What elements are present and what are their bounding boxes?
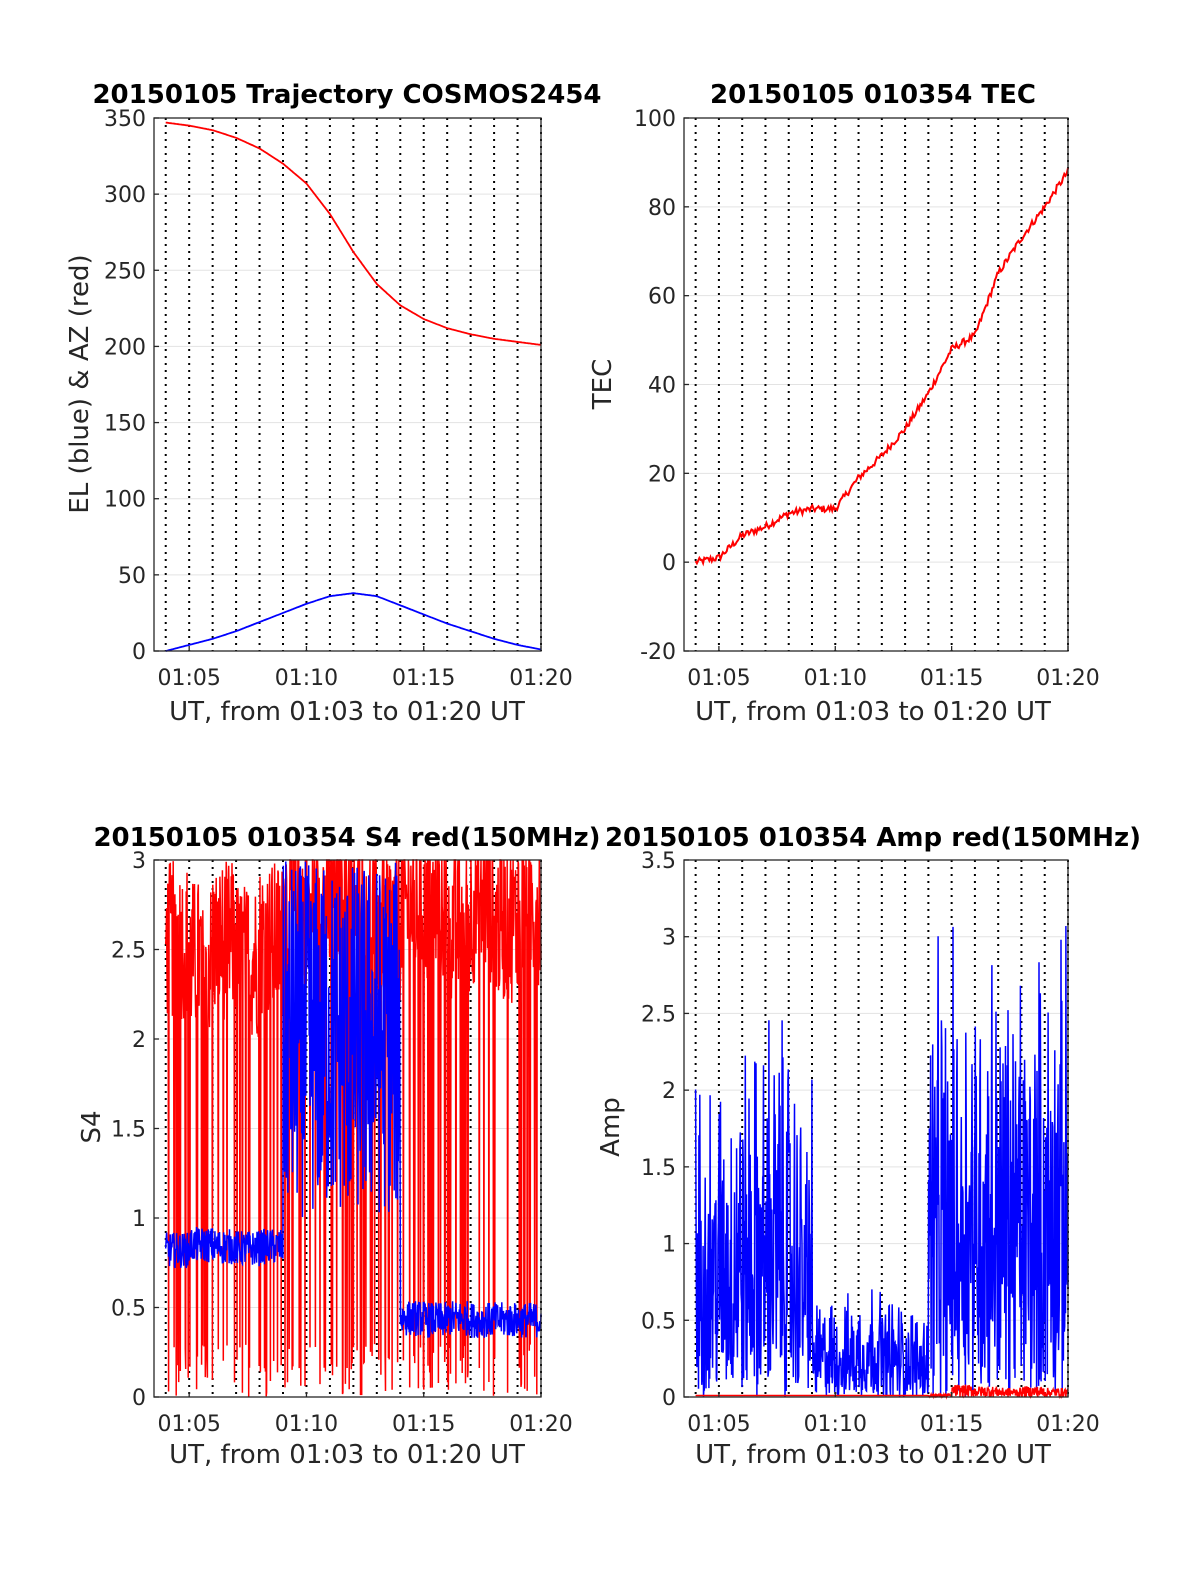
panel-amp: 20150105 010354 Amp red(150MHz) UT, from… [596, 823, 1141, 1470]
y-tick-label: 2.5 [111, 939, 146, 964]
y-tick-label: 300 [104, 183, 146, 208]
y-tick-label: 250 [104, 259, 146, 284]
y-axis-label: TEC [588, 359, 618, 410]
x-tick-label: 01:20 [509, 666, 572, 691]
y-tick-label: 200 [104, 335, 146, 360]
y-tick-label: 3.5 [641, 849, 676, 874]
y-axis-label: EL (blue) & AZ (red) [65, 254, 95, 513]
y-tick-label: 40 [648, 374, 676, 399]
y-tick-label: 0 [662, 551, 676, 576]
y-tick-label: 0 [132, 1386, 146, 1411]
y-tick-label: 0 [132, 640, 146, 665]
y-tick-label: 2 [662, 1079, 676, 1104]
y-tick-label: 20 [648, 462, 676, 487]
y-tick-label: 350 [104, 107, 146, 132]
x-tick-label: 01:15 [392, 666, 455, 691]
y-tick-label: 80 [648, 196, 676, 221]
x-tick-label: 01:05 [687, 1412, 750, 1437]
plot-area [154, 118, 541, 651]
x-tick-label: 01:15 [392, 1412, 455, 1437]
y-axis-label: Amp [596, 1097, 626, 1157]
y-axis-label: S4 [77, 1110, 107, 1143]
y-tick-label: 50 [118, 564, 146, 589]
x-tick-label: 01:10 [804, 1412, 867, 1437]
y-tick-label: 60 [648, 285, 676, 310]
x-axis-label: UT, from 01:03 to 01:20 UT [695, 1440, 1051, 1470]
x-tick-label: 01:20 [509, 1412, 572, 1437]
y-tick-label: 100 [104, 488, 146, 513]
x-tick-label: 01:10 [275, 1412, 338, 1437]
series-line [695, 1384, 1069, 1400]
y-tick-label: 1 [132, 1207, 146, 1232]
x-axis-label: UT, from 01:03 to 01:20 UT [169, 1440, 525, 1470]
x-tick-label: 01:20 [1036, 666, 1099, 691]
axes-frame [153, 117, 542, 652]
x-tick-label: 01:20 [1036, 1412, 1099, 1437]
panel-title: 20150105 Trajectory COSMOS2454 [92, 80, 601, 110]
y-tick-label: 2 [132, 1028, 146, 1053]
y-tick-label: 0 [662, 1386, 676, 1411]
y-tick-label: 1 [662, 1233, 676, 1258]
panel-s4: 20150105 010354 S4 red(150MHz) UT, from … [77, 823, 601, 1470]
y-tick-label: 150 [104, 412, 146, 437]
y-tick-label: -20 [640, 640, 676, 665]
x-tick-label: 01:15 [920, 1412, 983, 1437]
panel-tec: 20150105 010354 TEC UT, from 01:03 to 01… [588, 80, 1100, 727]
y-tick-label: 0.5 [111, 1297, 146, 1322]
y-tick-label: 3 [132, 849, 146, 874]
axes-frame [683, 859, 1069, 1398]
x-tick-label: 01:05 [157, 1412, 220, 1437]
panel-title: 20150105 010354 S4 red(150MHz) [93, 823, 600, 853]
y-tick-label: 100 [634, 107, 676, 132]
y-tick-label: 1.5 [641, 1156, 676, 1181]
y-tick-label: 2.5 [641, 1002, 676, 1027]
y-tick-label: 0.5 [641, 1309, 676, 1334]
series-line [165, 592, 542, 652]
x-tick-label: 01:05 [687, 666, 750, 691]
series-line [694, 925, 1069, 1397]
x-tick-label: 01:10 [804, 666, 867, 691]
panel-title: 20150105 010354 TEC [710, 80, 1036, 110]
x-tick-label: 01:15 [920, 666, 983, 691]
x-axis-label: UT, from 01:03 to 01:20 UT [695, 697, 1051, 727]
series-line [165, 121, 542, 346]
y-tick-label: 1.5 [111, 1118, 146, 1143]
series-line [164, 861, 542, 1338]
series-line [694, 167, 1069, 567]
y-tick-label: 3 [662, 926, 676, 951]
panel-trajectory: 20150105 Trajectory COSMOS2454 UT, from … [65, 80, 602, 727]
panel-title: 20150105 010354 Amp red(150MHz) [605, 823, 1141, 853]
x-tick-label: 01:10 [275, 666, 338, 691]
x-tick-label: 01:05 [157, 666, 220, 691]
x-axis-label: UT, from 01:03 to 01:20 UT [169, 697, 525, 727]
